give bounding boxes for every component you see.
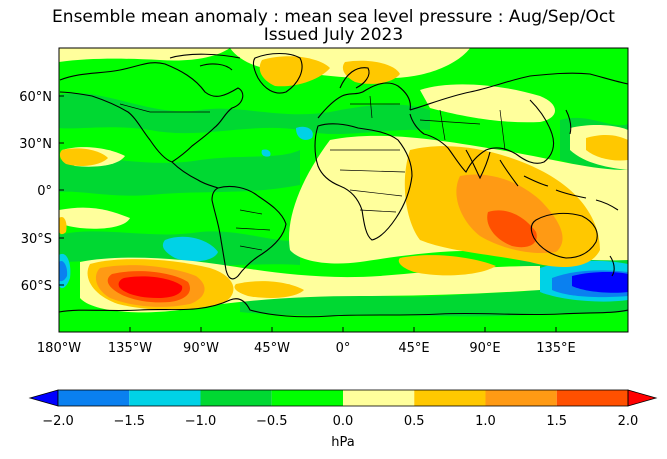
colorbar-tick-p05: 0.5	[404, 414, 425, 429]
field-yellow-pacific	[59, 207, 130, 229]
colorbar-tick-0: 0.0	[333, 414, 354, 429]
greenland-coast	[253, 52, 303, 94]
lat-label-30n: 30°N	[19, 137, 52, 152]
colorbar-seg-1	[58, 390, 130, 406]
lon-axis: 180°W 135°W 90°W 45°W 0° 45°E 90°E 135°E	[37, 327, 576, 356]
india-coast	[465, 149, 491, 180]
field-yellow-ne	[420, 84, 555, 123]
field-yellow-nw	[59, 48, 230, 62]
lon-label-90w: 90°W	[183, 341, 219, 356]
field-cyan-atlantic	[296, 126, 313, 140]
antarctica-coast	[59, 298, 628, 318]
colorbar-tick-m2: −2.0	[42, 414, 74, 429]
colorbar-unit: hPa	[331, 435, 354, 450]
new-zealand-coast	[609, 255, 615, 277]
coastlines	[59, 52, 628, 318]
lon-label-180w: 180°W	[37, 341, 81, 356]
japan-coast	[565, 109, 572, 135]
southeast-asia-coast	[499, 159, 619, 211]
north-america-coast	[59, 62, 244, 163]
colorbar-high-extend	[627, 389, 658, 407]
field-orange-east	[586, 134, 628, 161]
colorbar-seg-3	[200, 390, 272, 406]
lat-label-30s: 30°S	[21, 232, 52, 247]
lon-label-45e: 45°E	[398, 341, 429, 356]
lat-label-0: 0°	[37, 184, 52, 199]
scandinavia-coast	[339, 67, 370, 89]
field-cyan-small	[261, 149, 271, 157]
asia-coast	[409, 72, 628, 173]
lon-label-135w: 135°W	[108, 341, 152, 356]
field-orange-west-edge	[59, 216, 67, 235]
anomaly-field	[59, 48, 628, 332]
colorbar-low-extend	[28, 389, 59, 407]
map-title: Ensemble mean anomaly : mean sea level p…	[52, 7, 615, 27]
colorbar-seg-6	[414, 390, 486, 406]
field-orange-europe	[342, 60, 400, 84]
south-america-coast	[211, 185, 287, 280]
field-red-south-pacific	[118, 276, 183, 298]
colorbar-seg-7	[485, 390, 557, 406]
colorbar-seg-4	[271, 390, 343, 406]
colorbar-tick-m05: −0.5	[256, 414, 288, 429]
field-orange-north-atlantic	[259, 56, 330, 87]
arctic-islands	[169, 53, 241, 71]
colorbar-seg-8	[556, 390, 628, 406]
field-orange-south-atlantic	[234, 281, 304, 298]
lat-axis: 60°N 30°N 0° 30°S 60°S	[19, 90, 64, 294]
lon-label-90e: 90°E	[469, 341, 500, 356]
colorbar: −2.0 −1.5 −1.0 −0.5 0.0 0.5 1.0 1.5 2.0 …	[28, 389, 658, 450]
central-america-coast	[171, 161, 219, 189]
colorbar-seg-2	[129, 390, 201, 406]
field-neg-pacific	[59, 150, 300, 196]
colorbar-tick-m15: −1.5	[113, 414, 145, 429]
map-subtitle: Issued July 2023	[263, 25, 404, 45]
africa-coast	[314, 123, 413, 241]
field-blue-1	[59, 260, 68, 282]
europe-coast	[317, 82, 411, 119]
field-blue-3	[572, 272, 628, 293]
lat-label-60s: 60°S	[21, 279, 52, 294]
field-orange-south-indian	[398, 255, 496, 276]
lon-label-45w: 45°W	[254, 341, 290, 356]
lat-label-60n: 60°N	[19, 90, 52, 105]
colorbar-frame	[57, 389, 629, 407]
lon-label-0: 0°	[336, 341, 351, 356]
colorbar-tick-m1: −1.0	[185, 414, 217, 429]
country-borders	[119, 95, 506, 251]
colorbar-seg-5	[343, 390, 415, 406]
field-cyan-pacific	[162, 236, 218, 262]
colorbar-tick-p2: 2.0	[618, 414, 639, 429]
colorbar-tick-p1: 1.0	[475, 414, 496, 429]
lon-label-135e: 135°E	[536, 341, 576, 356]
field-rorange-indian	[487, 210, 537, 248]
field-orange-pacific-nw	[59, 148, 108, 166]
australia-coast	[530, 212, 598, 259]
colorbar-tick-p15: 1.5	[546, 414, 567, 429]
